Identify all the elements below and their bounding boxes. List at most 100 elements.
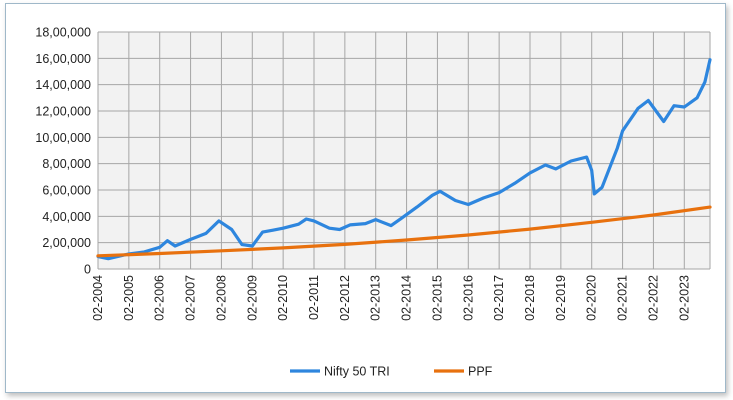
x-tick-label: 02-2020 bbox=[585, 275, 599, 321]
data-point-0 bbox=[616, 147, 619, 149]
gridlines bbox=[97, 31, 711, 270]
x-tick-label: 02-2013 bbox=[369, 275, 383, 321]
data-point-0 bbox=[230, 228, 233, 231]
data-point-0 bbox=[107, 257, 110, 260]
data-point-1 bbox=[158, 252, 161, 255]
data-point-0 bbox=[431, 194, 434, 197]
x-tick-label: 02-2017 bbox=[492, 275, 506, 321]
legend-label-0: Nifty 50 TRI bbox=[324, 365, 390, 379]
x-tick-label: 02-2016 bbox=[461, 275, 475, 321]
data-point-0 bbox=[174, 245, 176, 247]
y-tick-label: 4,00,000 bbox=[42, 210, 91, 224]
x-tick-label: 02-2004 bbox=[91, 275, 105, 321]
data-point-0 bbox=[662, 120, 665, 123]
data-point-0 bbox=[467, 203, 470, 206]
data-point-0 bbox=[696, 97, 698, 99]
x-tick-label: 02-2008 bbox=[214, 275, 228, 321]
data-point-0 bbox=[585, 156, 588, 158]
data-point-1 bbox=[529, 228, 531, 230]
x-tick-label: 02-2006 bbox=[153, 275, 167, 321]
data-point-0 bbox=[349, 224, 351, 226]
data-point-0 bbox=[637, 107, 639, 110]
data-point-0 bbox=[241, 243, 243, 246]
series-lines bbox=[96, 58, 712, 261]
data-point-1 bbox=[282, 247, 284, 249]
x-axis-tick-labels: 02-2004 02-2005 02-2006 02-2007 02-2008 02-20… bbox=[91, 275, 691, 321]
data-point-0 bbox=[416, 206, 418, 208]
data-point-0 bbox=[328, 227, 331, 229]
y-tick-label: 6,00,000 bbox=[42, 184, 91, 198]
data-point-1 bbox=[590, 221, 593, 224]
data-point-0 bbox=[166, 239, 169, 242]
data-point-0 bbox=[143, 251, 146, 253]
x-tick-label: 02-2009 bbox=[245, 275, 259, 321]
x-tick-label: 02-2014 bbox=[400, 275, 414, 321]
x-tick-label: 02-2015 bbox=[430, 275, 444, 321]
y-tick-label: 14,00,000 bbox=[35, 78, 91, 92]
x-tick-label: 02-2019 bbox=[554, 275, 568, 321]
x-tick-label: 02-2005 bbox=[122, 275, 136, 321]
data-point-0 bbox=[282, 227, 284, 229]
data-point-0 bbox=[158, 246, 161, 249]
data-point-0 bbox=[400, 217, 403, 220]
data-point-0 bbox=[439, 190, 441, 193]
data-point-0 bbox=[251, 245, 254, 247]
y-axis-tick-labels: 0 2,00,000 4,00,000 6,00,000 8,00,000 10,00,0… bbox=[35, 26, 91, 277]
data-point-0 bbox=[313, 220, 315, 222]
data-point-0 bbox=[189, 238, 192, 241]
data-point-1 bbox=[220, 250, 223, 252]
data-point-0 bbox=[570, 160, 572, 162]
data-point-0 bbox=[709, 58, 711, 61]
data-point-0 bbox=[205, 232, 207, 235]
data-point-0 bbox=[272, 229, 274, 231]
data-point-0 bbox=[544, 164, 547, 166]
data-point-1 bbox=[97, 255, 99, 257]
data-point-0 bbox=[601, 186, 603, 189]
y-tick-label: 2,00,000 bbox=[42, 236, 91, 250]
x-tick-label: 02-2010 bbox=[276, 275, 290, 321]
plot-area bbox=[98, 32, 710, 269]
x-tick-label: 02-2021 bbox=[616, 275, 630, 321]
data-point-1 bbox=[467, 234, 470, 236]
data-point-0 bbox=[529, 172, 531, 174]
series-line-0 bbox=[96, 58, 712, 261]
data-point-0 bbox=[647, 99, 650, 102]
data-point-0 bbox=[374, 218, 377, 221]
data-point-0 bbox=[590, 169, 593, 172]
x-tick-label: 02-2011 bbox=[307, 275, 321, 320]
data-point-0 bbox=[673, 104, 675, 107]
data-point-0 bbox=[454, 199, 457, 202]
y-tick-label: 8,00,000 bbox=[42, 157, 91, 171]
data-point-0 bbox=[554, 168, 557, 170]
data-point-0 bbox=[498, 191, 500, 194]
data-point-0 bbox=[364, 222, 367, 225]
y-tick-label: 10,00,000 bbox=[35, 131, 91, 145]
y-tick-label: 0 bbox=[84, 263, 91, 277]
x-tick-label: 02-2022 bbox=[646, 275, 660, 321]
y-tick-label: 12,00,000 bbox=[35, 105, 91, 119]
legend: Nifty 50 TRI PPF bbox=[290, 365, 493, 379]
data-point-1 bbox=[344, 243, 346, 246]
legend-label-1: PPF bbox=[468, 365, 493, 379]
data-point-0 bbox=[593, 193, 596, 195]
x-tick-label: 02-2023 bbox=[677, 275, 691, 321]
data-point-0 bbox=[297, 223, 300, 225]
data-point-0 bbox=[305, 218, 308, 220]
x-tick-label: 02-2018 bbox=[523, 275, 537, 321]
data-point-0 bbox=[621, 130, 624, 132]
data-point-0 bbox=[338, 228, 341, 231]
data-point-0 bbox=[218, 220, 220, 222]
x-tick-label: 02-2007 bbox=[184, 275, 198, 321]
data-point-0 bbox=[683, 106, 686, 108]
x-tick-label: 02-2012 bbox=[338, 275, 352, 321]
y-tick-label: 16,00,000 bbox=[35, 52, 91, 66]
data-point-0 bbox=[513, 182, 516, 185]
data-point-0 bbox=[390, 224, 392, 227]
data-point-1 bbox=[709, 206, 711, 208]
data-point-0 bbox=[482, 197, 485, 199]
data-point-1 bbox=[405, 239, 408, 241]
data-point-0 bbox=[704, 81, 706, 83]
y-tick-label: 18,00,000 bbox=[35, 26, 91, 40]
data-point-0 bbox=[261, 231, 264, 233]
